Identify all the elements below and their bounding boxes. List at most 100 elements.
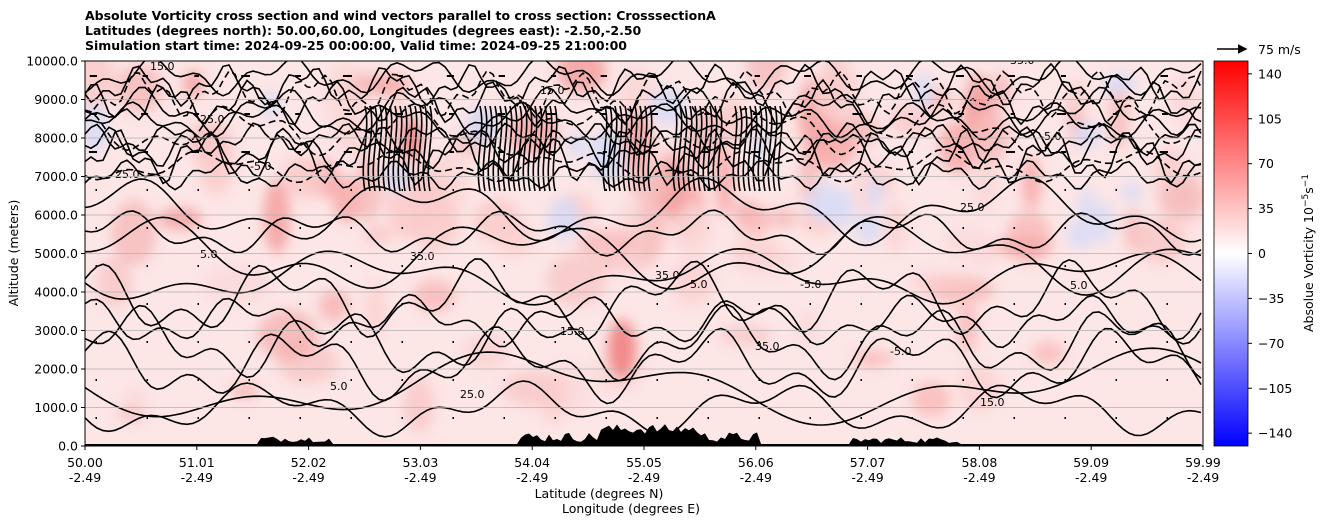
- colorbar-tick-label: −70: [1258, 336, 1284, 351]
- x-tick-label-latitude: 58.08: [962, 455, 998, 470]
- contour-line: [632, 105, 638, 192]
- contour-label: -5.0: [1040, 130, 1061, 143]
- contour-line: [85, 380, 1202, 438]
- negative-vorticity-blob: [854, 212, 882, 244]
- contour-line: [697, 105, 703, 192]
- y-tick-label: 1000.0: [34, 400, 78, 415]
- y-tick-label: 3000.0: [34, 323, 78, 338]
- y-tick-label: 8000.0: [34, 131, 78, 146]
- contour-line: [537, 105, 543, 192]
- vorticity-blob: [852, 350, 894, 368]
- vorticity-blob: [159, 208, 202, 230]
- vorticity-blob: [912, 381, 951, 417]
- vorticity-blob: [772, 206, 796, 230]
- vorticity-blob: [364, 281, 386, 337]
- contour-line: [517, 105, 523, 192]
- vorticity-blob: [992, 236, 1054, 257]
- contour-line: [737, 105, 743, 192]
- contour-line: [417, 105, 423, 192]
- contour-line: [622, 105, 628, 192]
- contour-line: [85, 61, 1202, 97]
- vorticity-blob: [495, 220, 535, 256]
- contour-line: [507, 105, 513, 192]
- contour-label: 25.0: [115, 168, 140, 181]
- colorbar-label: Absolue Vorticity 10−5s−1: [1301, 174, 1316, 332]
- x-tick-label-longitude: -2.49: [628, 470, 660, 485]
- contour-line: [85, 148, 1202, 184]
- vorticity-blob: [576, 229, 639, 257]
- vorticity-blob: [198, 131, 235, 195]
- x-tick-label-latitude: 56.06: [738, 455, 774, 470]
- contour-label: 35.0: [1010, 54, 1035, 67]
- vorticity-blob: [263, 179, 291, 254]
- x-tick-label-longitude: -2.49: [1075, 470, 1107, 485]
- x-tick-label-longitude: -2.49: [69, 470, 101, 485]
- contour-line: [372, 105, 378, 192]
- contour-label: 15.0: [150, 60, 175, 73]
- contour-line: [542, 105, 548, 192]
- contour-label: 5.0: [690, 278, 708, 291]
- contour-line: [422, 105, 428, 192]
- contour-line: [552, 105, 558, 192]
- colorbar-tick-label: −35: [1258, 291, 1284, 306]
- x-tick-label-latitude: 50.00: [67, 455, 103, 470]
- negative-vorticity-blob: [1121, 182, 1142, 203]
- colorbar-tick-label: 140: [1258, 66, 1282, 81]
- vorticity-blob: [593, 255, 653, 273]
- contour-line: [532, 105, 538, 192]
- contour-line: [85, 176, 1202, 247]
- negative-vorticity-blob: [547, 197, 581, 240]
- contour-line: [85, 101, 1202, 141]
- contour-label: -5.0: [890, 345, 911, 358]
- x-tick-label-longitude: -2.49: [851, 470, 883, 485]
- contour-line: [367, 105, 373, 192]
- y-tick-label: 5000.0: [34, 246, 78, 261]
- contour-line: [85, 303, 1202, 382]
- negative-vorticity-blob: [866, 178, 884, 207]
- vorticity-blob: [1031, 341, 1065, 365]
- contour-label: 15.0: [980, 396, 1005, 409]
- x-tick-label-longitude: -2.49: [963, 470, 995, 485]
- colorbar: 140 105 70 35 0 −35 −70 −105 −140 Absolue Vortic…: [1213, 60, 1316, 447]
- negative-vorticity-blob: [85, 102, 108, 155]
- contour-line: [85, 62, 1202, 108]
- contour-line: [387, 105, 393, 192]
- vorticity-blob: [746, 61, 786, 92]
- vorticity-blob: [797, 309, 820, 348]
- contour-line: [747, 105, 753, 192]
- terrain: [85, 424, 1203, 446]
- vorticity-blob: [737, 247, 801, 275]
- contour-label: 15.0: [560, 325, 585, 338]
- contour-line: [412, 105, 418, 192]
- vorticity-blob: [546, 253, 607, 307]
- contour-line: [772, 105, 778, 192]
- colorbar-tick-label: 70: [1258, 156, 1274, 171]
- contour-line: [85, 293, 1202, 349]
- x-tick-label-latitude: 59.09: [1073, 455, 1109, 470]
- vorticity-blob: [908, 272, 966, 293]
- x-tick-label-latitude: 54.04: [514, 455, 550, 470]
- x-tick-label-latitude: 57.07: [850, 455, 886, 470]
- contour-label: 35.0: [410, 250, 435, 263]
- contour-line: [407, 105, 413, 192]
- contour-line: [712, 105, 718, 192]
- contour-label: 25.0: [460, 388, 485, 401]
- contour-label: -5.0: [250, 160, 271, 173]
- vorticity-blob: [671, 204, 713, 254]
- y-tick-label: 6000.0: [34, 208, 78, 223]
- contour-line: [477, 105, 483, 192]
- title-line-2: Latitudes (degrees north): 50.00,60.00, …: [85, 23, 642, 38]
- contour-line: [607, 105, 613, 192]
- vorticity-blob: [957, 303, 978, 353]
- colorbar-tick-label: 0: [1258, 246, 1266, 261]
- title-line-3: Simulation start time: 2024-09-25 00:00:…: [85, 38, 627, 53]
- vorticity-blob: [806, 123, 856, 170]
- colorbar-tick-label: 35: [1258, 201, 1274, 216]
- contour-line: [627, 105, 633, 192]
- contour-line: [637, 105, 643, 192]
- vorticity-blob: [957, 365, 1001, 411]
- contour-label: -5.0: [800, 278, 821, 291]
- x-axis-label-latitude: Latitude (degrees N): [535, 486, 664, 501]
- vorticity-blob: [687, 110, 722, 168]
